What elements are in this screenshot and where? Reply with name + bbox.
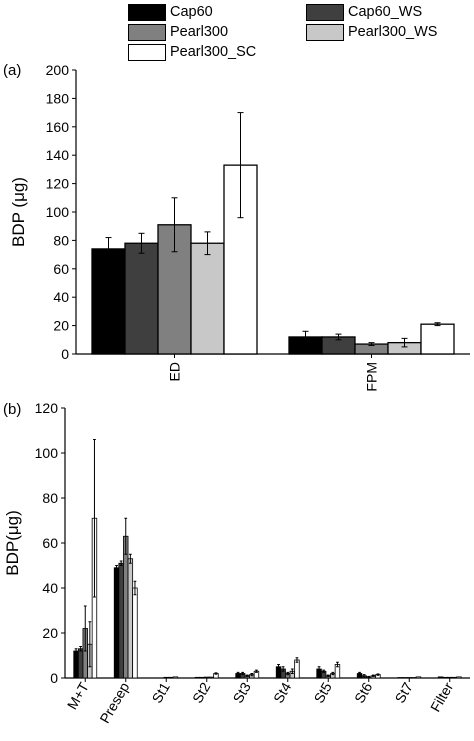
panel-b-bar-pearl300-sc-presep (132, 587, 138, 679)
legend-swatch-cap60 (128, 3, 166, 21)
panel-a-bar-pearl300-ws-ed (190, 242, 225, 355)
panel-b-bar-pearl300-ws-st1 (168, 676, 174, 679)
panel-b-y-tick-label: 100 (35, 445, 59, 461)
panel-b-x-tick-label-st5: St5 (310, 679, 334, 705)
legend-label-cap60: Cap60 (170, 4, 213, 20)
panel-b: (b) BDP(μg) 0 20 40 60 80 100 120 M+T Presep St1 St2… (3, 400, 470, 726)
panel-b-bar-pearl300-sc-st7 (415, 676, 422, 679)
panel-b-bar-pearl300-st2 (204, 676, 210, 679)
panel-b-y-axis-title: BDP(μg) (3, 510, 22, 576)
panel-a: (a) BDP (μg) 0 20 40 60 80 100 120 140 160 180 200 ED… (3, 62, 470, 392)
panel-a-y-tick-label: 40 (53, 289, 69, 305)
panel-b-y-tick-label: 80 (42, 490, 58, 506)
panel-b-bar-cap60-filter (437, 676, 444, 679)
panel-b-y-tick-label: 120 (35, 400, 59, 416)
panel-b-bar-pearl300-filter (447, 676, 453, 679)
legend-swatch-pearl300-ws (306, 23, 344, 41)
panel-a-y-tick-label: 60 (53, 261, 69, 277)
panel-a-x-tick-label-ed: ED (167, 362, 183, 381)
panel-a-y-tick-label: 100 (46, 204, 70, 220)
legend-label-pearl300: Pearl300 (170, 24, 229, 40)
panel-b-bar-pearl300-st1 (163, 676, 169, 679)
panel-b-bar-cap60-ws-presep (118, 562, 124, 679)
panel-b-x-tick-label-st2: St2 (189, 679, 213, 705)
panel-b-bar-pearl300-ws-st2 (208, 676, 215, 679)
legend-item-pearl300-ws: Pearl300_WS (306, 22, 437, 42)
panel-a-x-tick-label-fpm: FPM (364, 362, 380, 392)
legend-item-cap60: Cap60 (128, 2, 213, 22)
panel-a-y-tick-label: 180 (46, 90, 70, 106)
panel-b-y-tick-label: 0 (50, 670, 58, 686)
legend-item-pearl300: Pearl300 (128, 22, 228, 42)
panel-b-bar-pearl300-ws-presep (127, 558, 134, 679)
panel-b-bar-pearl300-sc-filter (456, 676, 462, 679)
panel-b-x-tick-label-st1: St1 (148, 679, 172, 705)
panel-b-bar-cap60-st2 (194, 676, 201, 679)
panel-a-bar-cap60-ws-ed (124, 242, 159, 355)
panel-b-x-tick-label-presep: Presep (96, 679, 132, 726)
panel-b-x-tick-label-st7: St7 (391, 679, 415, 705)
panel-b-label: (b) (3, 401, 21, 418)
legend-swatch-pearl300 (128, 23, 166, 41)
panel-b-y-tick-label: 40 (42, 580, 58, 596)
legend-swatch-pearl300-sc (128, 43, 166, 61)
panel-b-x-tick-label-m-t: M+T (64, 679, 92, 712)
panel-b-bar-pearl300-presep (123, 535, 129, 679)
panel-a-y-tick-label: 140 (46, 147, 70, 163)
legend-label-pearl300-ws: Pearl300_WS (348, 24, 438, 40)
panel-a-y-axis-title: BDP (μg) (9, 177, 28, 247)
panel-a-label: (a) (3, 62, 21, 79)
panel-a-bar-cap60-ed (91, 248, 126, 355)
legend-swatch-cap60-ws (306, 3, 344, 21)
legend-label-cap60-ws: Cap60_WS (348, 4, 423, 20)
panel-a-bar-pearl300-sc-fpm (420, 323, 455, 355)
legend-item-pearl300-sc: Pearl300_SC (128, 42, 256, 62)
legend-label-pearl300-sc: Pearl300_SC (170, 44, 257, 60)
panel-b-x-tick-label-st6: St6 (351, 679, 375, 705)
panel-b-x-tick-label-st3: St3 (229, 679, 253, 705)
panel-b-bar-cap60-ws-st2 (199, 676, 205, 679)
panel-b-bar-cap60-ws-m-t (77, 648, 84, 679)
panel-a-y-tick-label: 120 (46, 176, 70, 192)
panel-b-y-tick-label: 60 (42, 535, 58, 551)
panel-a-y-tick-label: 160 (46, 119, 70, 135)
panel-a-y-tick-label: 0 (61, 346, 69, 362)
panel-b-bar-cap60-ws-filter (442, 676, 448, 679)
panel-b-y-tick-label: 20 (42, 625, 58, 641)
panel-b-bar-pearl300-ws-filter (451, 676, 458, 679)
panel-a-y-tick-label: 80 (53, 232, 69, 248)
legend-item-cap60-ws: Cap60_WS (306, 2, 422, 22)
legend: Cap60 Cap60_WS Pearl300 Pearl300_WS Pear… (128, 2, 474, 62)
panel-b-x-tick-label-st4: St4 (270, 679, 294, 705)
panel-a-y-tick-label: 200 (46, 62, 70, 78)
panel-b-bar-cap60-m-t (73, 650, 79, 679)
panel-b-x-tick-label-filter: Filter (427, 679, 457, 714)
panel-b-bar-cap60-presep (113, 567, 120, 679)
panel-b-bar-pearl300-sc-st1 (172, 676, 179, 679)
panel-a-y-tick-label: 20 (53, 318, 69, 334)
